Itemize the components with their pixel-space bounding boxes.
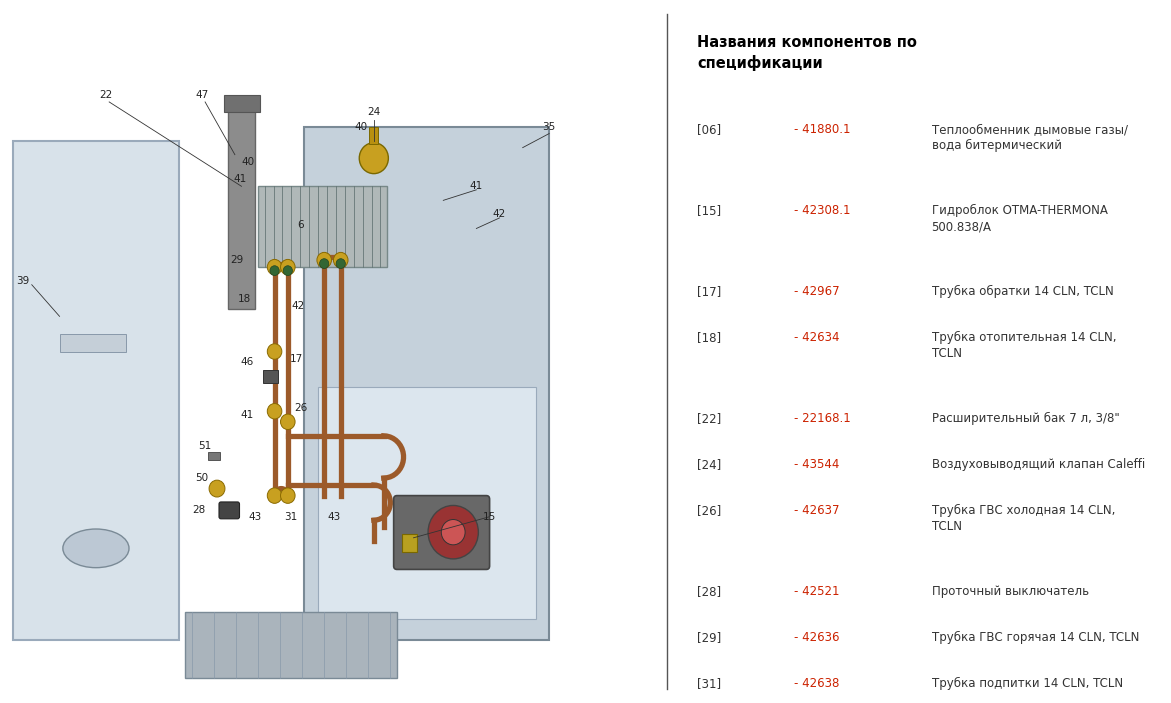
- Text: Трубка ГВС горячая 14 CLN, TCLN: Трубка ГВС горячая 14 CLN, TCLN: [932, 631, 1139, 644]
- Ellipse shape: [63, 529, 129, 568]
- FancyBboxPatch shape: [258, 186, 388, 267]
- FancyBboxPatch shape: [208, 452, 220, 460]
- Text: Трубка обратки 14 CLN, TCLN: Трубка обратки 14 CLN, TCLN: [932, 285, 1114, 298]
- Text: 43: 43: [328, 512, 341, 522]
- Circle shape: [441, 520, 465, 545]
- Text: 42: 42: [292, 301, 304, 311]
- Text: Гидроблок OTMA-THERMONA
500.838/A: Гидроблок OTMA-THERMONA 500.838/A: [932, 204, 1108, 233]
- Circle shape: [317, 252, 331, 268]
- Text: 42: 42: [493, 209, 506, 219]
- FancyBboxPatch shape: [263, 370, 278, 383]
- Text: 26: 26: [294, 403, 308, 413]
- Text: Проточный выключатель: Проточный выключатель: [932, 585, 1089, 598]
- FancyBboxPatch shape: [403, 534, 417, 552]
- Text: [17]: [17]: [697, 285, 721, 298]
- Text: 41: 41: [240, 410, 253, 420]
- Text: Расширительный бак 7 л, 3/8": Расширительный бак 7 л, 3/8": [932, 413, 1119, 425]
- Text: [22]: [22]: [697, 413, 721, 425]
- FancyBboxPatch shape: [13, 141, 179, 640]
- Text: 29: 29: [231, 255, 244, 265]
- Text: [18]: [18]: [697, 331, 721, 344]
- Text: [29]: [29]: [697, 631, 721, 644]
- Text: - 42521: - 42521: [794, 585, 840, 598]
- Text: - 42308.1: - 42308.1: [794, 204, 850, 217]
- Text: 31: 31: [285, 512, 297, 522]
- Circle shape: [267, 488, 282, 503]
- FancyBboxPatch shape: [224, 95, 260, 112]
- Text: 41: 41: [233, 174, 247, 184]
- Text: Трубка ГВС холодная 14 CLN,
TCLN: Трубка ГВС холодная 14 CLN, TCLN: [932, 504, 1115, 533]
- Text: - 42636: - 42636: [794, 631, 840, 644]
- Circle shape: [334, 252, 348, 268]
- Text: - 22168.1: - 22168.1: [794, 413, 851, 425]
- Text: [24]: [24]: [697, 458, 721, 471]
- Text: 47: 47: [196, 90, 208, 100]
- Text: 50: 50: [196, 473, 208, 483]
- Text: [26]: [26]: [697, 504, 721, 517]
- Circle shape: [281, 259, 295, 275]
- Circle shape: [210, 480, 225, 497]
- FancyBboxPatch shape: [393, 496, 489, 569]
- FancyBboxPatch shape: [219, 502, 240, 519]
- Circle shape: [267, 344, 282, 359]
- Circle shape: [359, 143, 389, 174]
- Text: 35: 35: [542, 122, 556, 131]
- Text: 46: 46: [240, 357, 253, 367]
- FancyBboxPatch shape: [369, 127, 378, 144]
- Circle shape: [281, 414, 295, 430]
- Text: 41: 41: [470, 181, 482, 191]
- Text: 40: 40: [241, 157, 254, 167]
- FancyBboxPatch shape: [60, 334, 125, 352]
- Text: 39: 39: [16, 276, 29, 286]
- Circle shape: [267, 404, 282, 419]
- Circle shape: [271, 266, 279, 276]
- Circle shape: [336, 259, 345, 269]
- Text: Теплообменник дымовые газы/
вода битермический: Теплообменник дымовые газы/ вода битерми…: [932, 123, 1128, 152]
- Circle shape: [429, 505, 478, 559]
- Text: 18: 18: [238, 294, 252, 304]
- Text: - 42967: - 42967: [794, 285, 840, 298]
- Text: - 42637: - 42637: [794, 504, 840, 517]
- Text: 28: 28: [192, 505, 205, 515]
- Text: Воздуховыводящий клапан Caleffi: Воздуховыводящий клапан Caleffi: [932, 458, 1145, 471]
- Text: [28]: [28]: [697, 585, 721, 598]
- Text: 17: 17: [289, 354, 303, 363]
- Text: 24: 24: [368, 108, 381, 117]
- Text: - 43544: - 43544: [794, 458, 840, 471]
- FancyBboxPatch shape: [228, 105, 255, 309]
- Text: 51: 51: [198, 441, 212, 451]
- Text: Трубка отопительная 14 CLN,
TCLN: Трубка отопительная 14 CLN, TCLN: [932, 331, 1116, 360]
- Circle shape: [283, 266, 293, 276]
- Text: 6: 6: [297, 220, 304, 230]
- Text: Названия компонентов по
спецификации: Названия компонентов по спецификации: [697, 35, 917, 71]
- FancyBboxPatch shape: [317, 387, 536, 619]
- Text: 15: 15: [482, 512, 497, 522]
- Text: 22: 22: [100, 90, 112, 100]
- Text: [31]: [31]: [697, 677, 721, 690]
- Text: - 42634: - 42634: [794, 331, 840, 344]
- FancyBboxPatch shape: [185, 612, 397, 678]
- Circle shape: [267, 259, 282, 275]
- Text: [15]: [15]: [697, 204, 721, 217]
- Circle shape: [281, 488, 295, 503]
- Text: 40: 40: [354, 122, 368, 131]
- Text: Трубка подпитки 14 CLN, TCLN: Трубка подпитки 14 CLN, TCLN: [932, 677, 1123, 690]
- Text: - 41880.1: - 41880.1: [794, 123, 850, 136]
- Circle shape: [320, 259, 329, 269]
- Text: 43: 43: [248, 512, 261, 522]
- Text: [06]: [06]: [697, 123, 721, 136]
- Text: - 42638: - 42638: [794, 677, 840, 690]
- FancyBboxPatch shape: [304, 127, 549, 640]
